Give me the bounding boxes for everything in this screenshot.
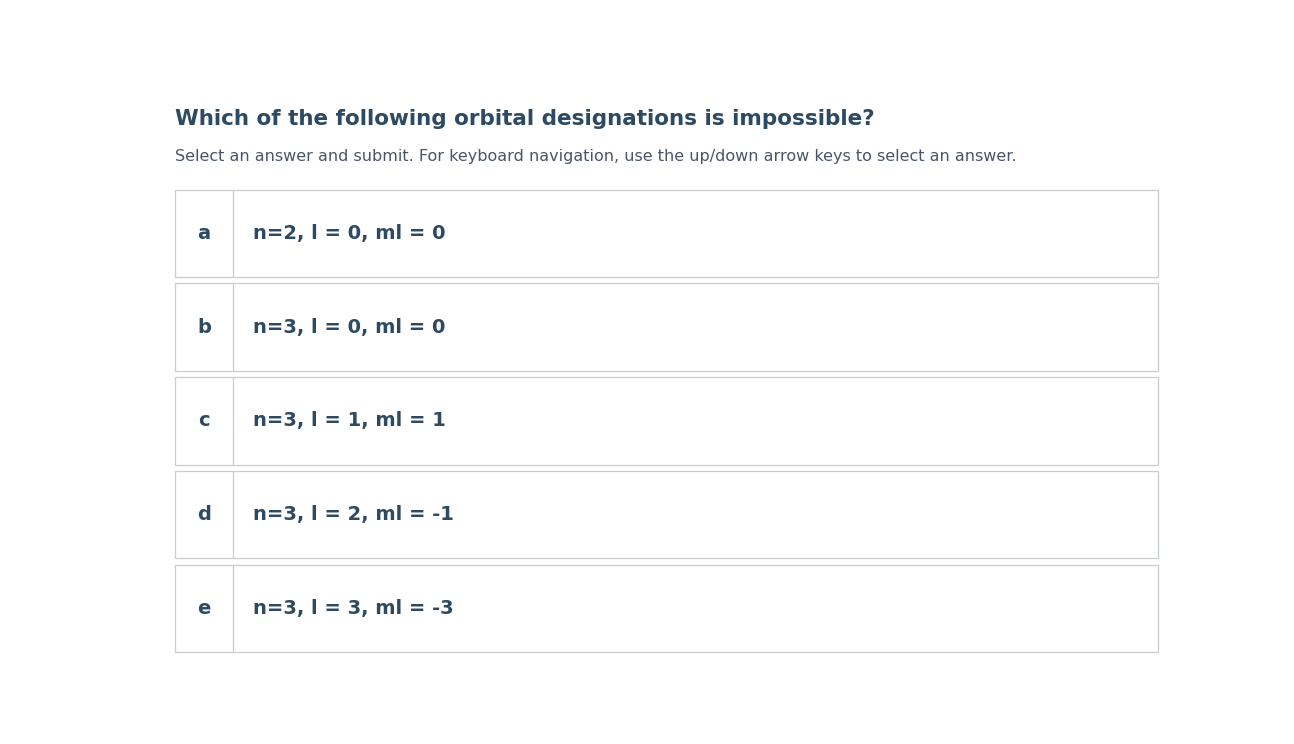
Text: n=3, l = 3, ml = -3: n=3, l = 3, ml = -3	[254, 600, 454, 618]
Text: n=3, l = 1, ml = 1: n=3, l = 1, ml = 1	[254, 411, 446, 431]
Bar	[175, 472, 1158, 559]
Text: a: a	[197, 224, 211, 243]
Bar	[175, 190, 1158, 277]
Text: c: c	[198, 411, 210, 431]
Bar	[175, 283, 1158, 371]
Bar	[175, 377, 1158, 464]
Text: n=2, l = 0, ml = 0: n=2, l = 0, ml = 0	[254, 224, 445, 243]
Bar	[175, 565, 1158, 652]
Text: Which of the following orbital designations is impossible?: Which of the following orbital designati…	[175, 109, 875, 129]
Text: b: b	[197, 318, 211, 336]
Text: Select an answer and submit. For keyboard navigation, use the up/down arrow keys: Select an answer and submit. For keyboar…	[175, 150, 1016, 164]
Text: n=3, l = 2, ml = -1: n=3, l = 2, ml = -1	[254, 505, 454, 525]
Text: n=3, l = 0, ml = 0: n=3, l = 0, ml = 0	[254, 318, 445, 336]
Text: e: e	[197, 600, 211, 618]
Text: d: d	[197, 505, 211, 525]
